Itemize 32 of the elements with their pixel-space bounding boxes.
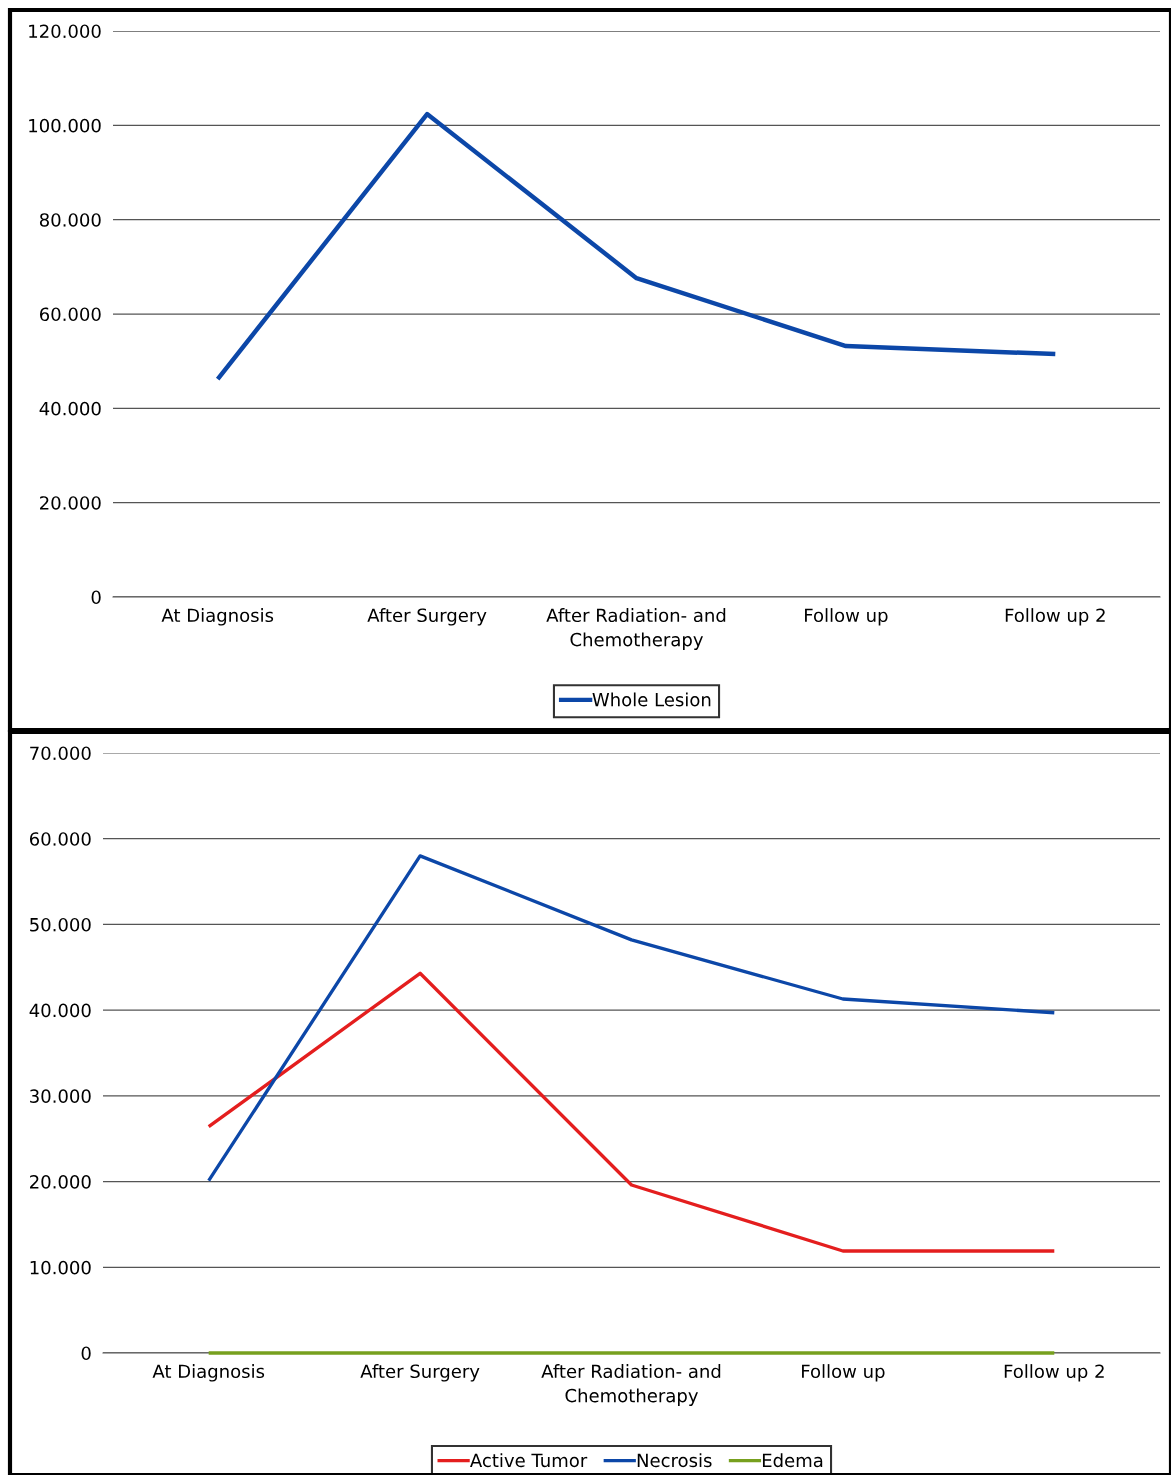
y-tick-label: 0 [81, 1346, 91, 1361]
x-tick-label: Follow up [805, 608, 888, 626]
x-tick-label: Follow up [802, 1364, 885, 1382]
x-tick-label: Follow up 2 [1005, 608, 1105, 626]
y-tick-label: 20.000 [30, 1175, 91, 1189]
x-tick-label: After Surgery [367, 608, 487, 626]
line-series [207, 854, 1056, 1183]
x-tick-label: After Surgery [360, 1364, 480, 1382]
y-tick-label: 60.000 [39, 307, 101, 322]
y-tick-label: 50.000 [30, 917, 91, 932]
y-tick-label: 30.000 [30, 1089, 91, 1103]
line-series [207, 971, 1056, 1253]
x-tick-label: After Radiation- and Chemotherapy [546, 608, 726, 650]
y-tick-label: 60.000 [29, 832, 91, 846]
x-tick-label: Follow up 2 [1004, 1364, 1104, 1382]
legend-label: Active Tumor [470, 1453, 588, 1468]
y-tick-label: 0 [91, 590, 101, 605]
y-tick-label: 80.000 [39, 213, 101, 227]
x-tick-label: At Diagnosis [152, 1364, 265, 1382]
y-tick-label: 10.000 [30, 1260, 91, 1275]
x-tick-label: At Diagnosis [161, 608, 274, 626]
y-tick-label: 40.000 [29, 1003, 91, 1018]
y-tick-label: 120.000 [29, 24, 101, 39]
y-tick-label: 100.000 [29, 118, 101, 133]
legend-label: Whole Lesion [592, 692, 711, 707]
y-tick-label: 70.000 [30, 746, 91, 761]
legend-label: Necrosis [637, 1453, 712, 1468]
y-tick-label: 20.000 [40, 496, 101, 510]
y-tick-label: 40.000 [39, 401, 101, 416]
line-series [215, 111, 1058, 382]
legend-label: Edema [762, 1453, 823, 1468]
x-tick-label: After Radiation- and Chemotherapy [541, 1364, 721, 1406]
